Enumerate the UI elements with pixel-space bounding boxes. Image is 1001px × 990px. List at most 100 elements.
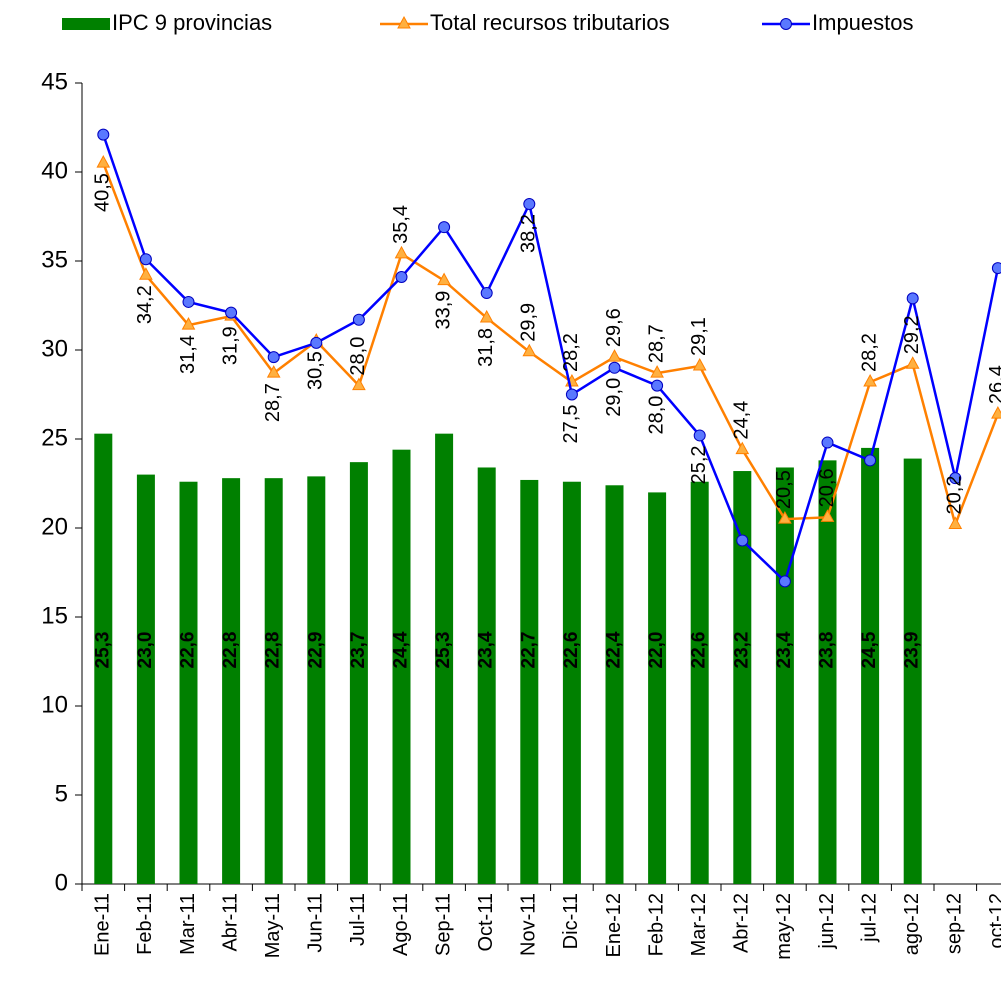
x-tick-label: Jul-11: [347, 893, 369, 946]
x-tick-label: Dic-11: [560, 893, 582, 949]
data-label: 27,5: [560, 405, 582, 444]
point: [97, 128, 110, 141]
bar-label: 22,8: [263, 632, 284, 669]
series-line: [102, 134, 1000, 584]
bar-label: 23,8: [817, 632, 838, 669]
y-tick-label: 20: [41, 513, 68, 540]
point: [394, 245, 409, 259]
y-tick-label: 10: [41, 691, 68, 718]
bar-label: 22,7: [518, 632, 539, 669]
bar: [520, 479, 539, 884]
data-label: 35,4: [390, 205, 412, 244]
bar-label: 25,3: [92, 632, 113, 669]
point: [991, 406, 1001, 419]
legend-label: Total recursos tributarios: [430, 10, 670, 35]
x-tick-label: Ago-11: [390, 893, 412, 956]
bar: [264, 478, 283, 884]
data-label: 26,4: [986, 365, 1001, 404]
point: [266, 365, 281, 378]
data-label: 28,7: [645, 324, 667, 363]
point: [651, 379, 664, 392]
data-label: 25,2: [688, 445, 710, 484]
point: [693, 429, 706, 442]
data-label: 24,4: [731, 401, 753, 440]
point: [650, 365, 664, 378]
bar: [222, 478, 241, 884]
point: [96, 155, 111, 168]
point: [139, 253, 152, 266]
bar-label: 22,9: [305, 632, 326, 669]
bar: [562, 481, 581, 884]
y-tick-label: 35: [41, 246, 68, 273]
bar-label: 25,3: [433, 632, 454, 669]
data-label: 20,5: [773, 470, 795, 509]
point: [310, 336, 323, 349]
bar: [861, 447, 880, 884]
point: [906, 292, 919, 305]
point: [565, 388, 578, 401]
point: [778, 511, 792, 524]
x-tick-label: oct-12: [986, 893, 1001, 949]
x-tick-label: Ene-11: [92, 893, 114, 956]
data-label: 30,5: [305, 351, 327, 390]
point: [778, 575, 791, 588]
legend-swatch: [62, 18, 110, 30]
point: [608, 361, 621, 374]
point: [182, 295, 195, 308]
point: [267, 351, 280, 364]
x-tick-label: Jun-11: [305, 893, 327, 953]
x-tick-label: Nov-11: [518, 893, 540, 956]
bar-label: 24,5: [859, 631, 880, 668]
y-tick-label: 40: [41, 157, 68, 184]
bar: [349, 462, 368, 884]
bar: [648, 492, 667, 884]
y-tick-label: 30: [41, 335, 68, 362]
point: [522, 343, 537, 357]
bar: [435, 433, 454, 884]
x-tick-label: jul-12: [858, 893, 880, 943]
data-label: 28,7: [262, 383, 284, 422]
point: [395, 271, 408, 284]
point: [863, 373, 877, 387]
bar: [605, 485, 624, 884]
bar: [733, 471, 752, 884]
bar-label: 22,6: [178, 632, 199, 669]
x-tick-label: Feb-11: [134, 893, 156, 955]
bar-label: 22,6: [561, 632, 582, 669]
y-tick-label: 25: [41, 424, 68, 451]
bar: [690, 481, 709, 884]
point: [352, 377, 366, 391]
bar-label: 23,7: [348, 632, 369, 669]
data-label: 31,9: [219, 326, 241, 365]
bar-label: 22,0: [646, 632, 667, 669]
point: [479, 309, 494, 323]
point: [225, 306, 238, 319]
point: [352, 313, 365, 326]
x-tick-label: Abr-12: [731, 893, 753, 953]
bar: [477, 467, 496, 884]
data-label: 40,5: [92, 173, 114, 212]
x-tick-label: jun-12: [816, 893, 838, 950]
bar-label: 23,4: [476, 631, 497, 668]
point: [864, 454, 877, 467]
bar-label: 23,9: [902, 632, 923, 669]
data-label: 29,1: [688, 317, 710, 356]
point: [181, 317, 196, 330]
y-tick-label: 5: [55, 780, 68, 807]
bar: [775, 467, 794, 884]
x-tick-label: Feb-12: [645, 893, 667, 956]
y-tick-label: 15: [41, 602, 68, 629]
legend-marker: [397, 15, 411, 29]
point: [948, 516, 963, 529]
bar: [392, 449, 411, 884]
x-tick-label: Abr-11: [219, 893, 241, 952]
data-label: 28,2: [560, 333, 582, 372]
point: [437, 272, 451, 286]
x-tick-label: sep-12: [944, 893, 966, 954]
point: [480, 287, 493, 300]
point: [949, 472, 962, 485]
bar: [136, 474, 155, 884]
data-label: 28,0: [347, 337, 369, 376]
point: [736, 534, 749, 547]
point: [821, 436, 834, 449]
